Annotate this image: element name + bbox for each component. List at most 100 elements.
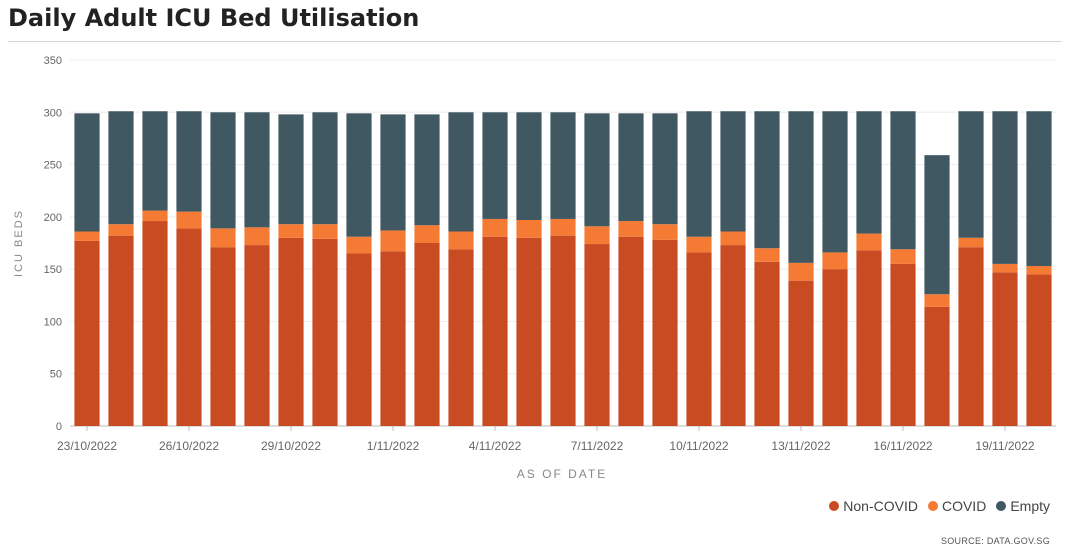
bar-covid-21[interactable] [788,262,814,281]
bar-empty-8[interactable] [346,113,372,237]
bar-noncovid-24[interactable] [890,263,916,426]
bar-empty-2[interactable] [142,111,168,211]
bar-noncovid-6[interactable] [278,237,304,426]
bar-empty-11[interactable] [448,112,474,232]
bar-empty-7[interactable] [312,112,338,225]
bar-empty-22[interactable] [822,111,848,253]
source-note: SOURCE: DATA.GOV.SG [940,536,1050,546]
bar-covid-19[interactable] [720,231,746,246]
bar-noncovid-18[interactable] [686,252,712,426]
bar-covid-9[interactable] [380,230,406,252]
bar-empty-6[interactable] [278,114,304,225]
bar-noncovid-15[interactable] [584,244,610,426]
bar-noncovid-28[interactable] [1026,274,1052,426]
bar-noncovid-1[interactable] [108,235,134,426]
bar-covid-2[interactable] [142,210,168,222]
bar-empty-3[interactable] [176,111,202,212]
bar-noncovid-17[interactable] [652,239,678,426]
y-tick-label: 200 [44,212,62,224]
bar-empty-24[interactable] [890,111,916,250]
bar-empty-13[interactable] [516,112,542,220]
bar-covid-13[interactable] [516,219,542,238]
bar-covid-11[interactable] [448,231,474,250]
bar-noncovid-27[interactable] [992,272,1018,426]
bar-empty-5[interactable] [244,112,270,228]
x-axis: 23/10/2022 26/10/2022 29/10/2022 1/11/2022 4… [57,426,1035,453]
legend-item-noncovid[interactable]: Non-COVID [829,498,918,514]
bar-noncovid-2[interactable] [142,221,168,426]
bar-covid-7[interactable] [312,224,338,239]
bar-empty-20[interactable] [754,111,780,249]
bar-noncovid-8[interactable] [346,253,372,426]
bar-noncovid-11[interactable] [448,249,474,426]
bar-empty-23[interactable] [856,111,882,234]
bar-empty-21[interactable] [788,111,814,263]
bar-noncovid-9[interactable] [380,251,406,426]
y-axis-label: ICU BEDS [13,209,25,277]
bar-noncovid-20[interactable] [754,261,780,426]
bar-noncovid-10[interactable] [414,243,440,426]
x-tick-label: 7/11/2022 [571,439,624,453]
bar-covid-22[interactable] [822,252,848,270]
bar-covid-23[interactable] [856,233,882,251]
bar-empty-27[interactable] [992,111,1018,264]
bar-noncovid-5[interactable] [244,245,270,426]
x-tick-label: 29/10/2022 [261,439,321,453]
bar-noncovid-0[interactable] [74,240,100,426]
bar-noncovid-26[interactable] [958,247,984,426]
bar-covid-1[interactable] [108,224,134,236]
y-tick-label: 100 [44,316,62,328]
bar-empty-12[interactable] [482,112,508,219]
bar-covid-8[interactable] [346,236,372,254]
bar-empty-0[interactable] [74,113,100,232]
bar-covid-15[interactable] [584,226,610,245]
bar-covid-24[interactable] [890,249,916,264]
bar-empty-28[interactable] [1026,111,1052,267]
bar-noncovid-7[interactable] [312,238,338,426]
bar-covid-20[interactable] [754,248,780,262]
bar-empty-15[interactable] [584,113,610,227]
bar-noncovid-23[interactable] [856,250,882,426]
legend: Non-COVID COVID Empty [829,498,1050,514]
bar-noncovid-22[interactable] [822,269,848,426]
bar-empty-9[interactable] [380,114,406,231]
bar-covid-14[interactable] [550,218,576,236]
bar-covid-16[interactable] [618,221,644,237]
bar-covid-17[interactable] [652,224,678,240]
legend-item-empty[interactable]: Empty [996,498,1050,514]
bar-empty-10[interactable] [414,114,440,226]
bar-covid-6[interactable] [278,224,304,238]
bar-covid-0[interactable] [74,231,100,241]
bar-covid-26[interactable] [958,237,984,248]
bar-empty-14[interactable] [550,112,576,219]
bar-covid-3[interactable] [176,211,202,229]
bar-noncovid-4[interactable] [210,247,236,426]
bar-covid-28[interactable] [1026,266,1052,275]
bar-empty-4[interactable] [210,112,236,229]
bar-empty-26[interactable] [958,111,984,238]
x-tick-label: 1/11/2022 [367,439,420,453]
bar-noncovid-16[interactable] [618,236,644,426]
bar-empty-16[interactable] [618,113,644,222]
bar-covid-25[interactable] [924,294,950,307]
bar-covid-27[interactable] [992,263,1018,273]
bar-noncovid-14[interactable] [550,235,576,426]
bar-noncovid-19[interactable] [720,245,746,426]
bar-noncovid-12[interactable] [482,236,508,426]
bar-noncovid-3[interactable] [176,228,202,426]
bar-covid-12[interactable] [482,218,508,237]
bar-covid-18[interactable] [686,236,712,253]
bar-empty-19[interactable] [720,111,746,232]
bar-noncovid-13[interactable] [516,237,542,426]
bar-empty-18[interactable] [686,111,712,237]
bar-noncovid-25[interactable] [924,306,950,426]
bar-empty-1[interactable] [108,111,134,225]
legend-label-empty: Empty [1010,498,1050,514]
legend-item-covid[interactable]: COVID [927,498,986,514]
bar-empty-25[interactable] [924,155,950,295]
bar-noncovid-21[interactable] [788,280,814,426]
bar-covid-4[interactable] [210,228,236,248]
bar-covid-5[interactable] [244,227,270,246]
bar-empty-17[interactable] [652,113,678,225]
bar-covid-10[interactable] [414,225,440,243]
